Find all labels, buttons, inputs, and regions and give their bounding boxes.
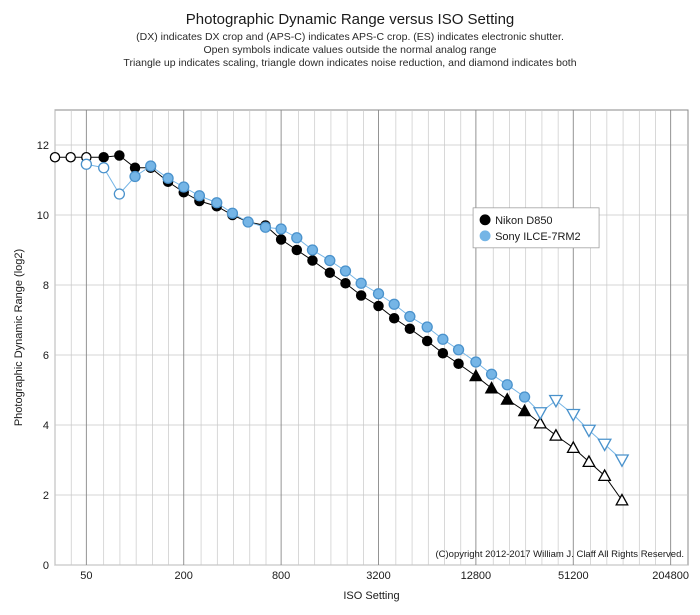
chart-subtitle-line: Triangle up indicates scaling, triangle … [123,57,576,69]
y-axis-label: Photographic Dynamic Range (log2) [13,249,25,426]
chart-container: Photographic Dynamic Range versus ISO Se… [0,0,700,615]
x-tick-label: 12800 [461,570,492,582]
x-tick-label: 50 [80,570,92,582]
series [81,159,628,466]
y-tick-label: 10 [37,210,49,222]
chart-subtitle-line: Open symbols indicate values outside the… [203,44,496,56]
x-tick-label: 51200 [558,570,589,582]
series-line [55,156,622,501]
y-tick-label: 0 [43,560,49,572]
x-tick-label: 204800 [652,570,689,582]
chart-title: Photographic Dynamic Range versus ISO Se… [186,11,515,28]
x-tick-label: 800 [272,570,290,582]
chart-subtitle-line: (DX) indicates DX crop and (APS-C) indic… [136,31,564,43]
legend-label: Nikon D850 [495,215,552,227]
legend-label: Sony ILCE-7RM2 [495,231,581,243]
x-tick-label: 3200 [366,570,390,582]
y-tick-label: 12 [37,140,49,152]
y-tick-label: 4 [43,420,49,432]
y-tick-label: 2 [43,490,49,502]
plot-area [55,110,688,565]
y-tick-label: 8 [43,280,49,292]
x-axis-label: ISO Setting [343,590,399,602]
y-tick-label: 6 [43,350,49,362]
x-tick-label: 200 [175,570,193,582]
legend: Nikon D850 Sony ILCE-7RM2 [473,208,599,248]
chart-svg: Photographic Dynamic Range versus ISO Se… [0,0,700,615]
series [50,151,627,505]
copyright-text: (C)opyright 2012-2017 William J. Claff A… [435,549,684,560]
